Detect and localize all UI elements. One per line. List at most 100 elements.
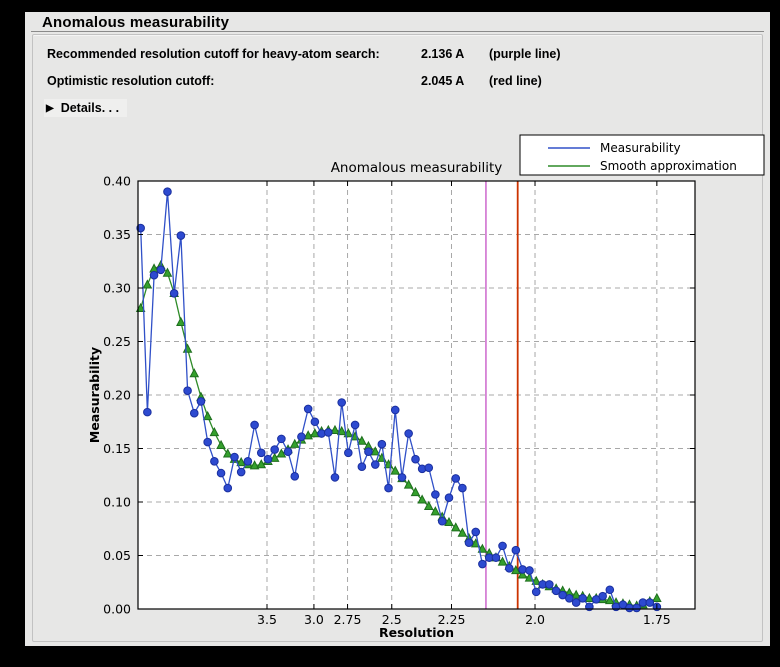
smooth-point (303, 430, 313, 440)
measurability-point (203, 437, 212, 447)
smooth-point (236, 456, 246, 467)
smooth-point (249, 460, 260, 470)
measurability-point (143, 407, 152, 417)
measurability-point (384, 483, 393, 493)
smooth-point (222, 448, 233, 458)
smooth-point (202, 410, 213, 421)
measurability-point (263, 454, 273, 464)
measurability-point (243, 457, 253, 466)
measurability-point (149, 270, 159, 280)
measurability-point (250, 420, 259, 430)
measurability-point (551, 586, 561, 596)
recommended-cutoff-label: Recommended resolution cutoff for heavy-… (47, 47, 380, 61)
smooth-point (357, 435, 367, 445)
measurability-point (183, 386, 192, 396)
measurability-point (390, 405, 400, 415)
measurability-point (437, 516, 447, 526)
measurability-point (176, 231, 186, 240)
measurability-point (196, 397, 206, 406)
measurability-point (545, 580, 554, 589)
measurability-point (464, 538, 474, 547)
measurability-point (565, 594, 574, 603)
smooth-point (652, 592, 662, 602)
measurability-point (216, 468, 226, 478)
y-axis-label: Measurability (87, 347, 102, 443)
measurability-point (605, 585, 615, 595)
smooth-point (189, 368, 200, 378)
measurability-point (498, 541, 507, 551)
optimistic-cutoff-value: 2.045 A (421, 74, 465, 88)
y-tick-label: 0.20 (103, 388, 131, 403)
smooth-point (584, 592, 595, 602)
details-toggle[interactable]: ▶ Details. . . (44, 99, 128, 117)
panel-title: Anomalous measurability (42, 14, 230, 31)
measurability-point (625, 603, 634, 613)
measurability-point (598, 591, 607, 601)
smooth-point (511, 565, 521, 575)
measurability-point (397, 473, 407, 482)
smooth-point (450, 522, 461, 532)
smooth-point (135, 302, 146, 313)
chart-title: Anomalous measurability (331, 160, 503, 176)
y-tick-label: 0.30 (103, 281, 131, 296)
measurability-point (578, 594, 587, 603)
measurability-point (458, 483, 467, 493)
measurability-point (558, 590, 567, 600)
x-tick-label: 2.75 (334, 612, 362, 627)
x-tick-label: 2.5 (382, 612, 402, 627)
measurability-point (478, 559, 487, 569)
measurability-point (571, 598, 581, 607)
measurability-point (344, 448, 353, 458)
y-tick-label: 0.25 (103, 334, 131, 349)
recommended-cutoff-value: 2.136 A (421, 47, 465, 61)
measurability-point (156, 265, 166, 275)
measurability-point (504, 564, 514, 573)
smooth-point (497, 556, 508, 566)
optimistic-cutoff-label: Optimistic resolution cutoff: (47, 74, 215, 88)
measurability-point (270, 445, 279, 454)
measurability-point (471, 527, 481, 537)
y-tick-label: 0.35 (103, 227, 131, 242)
measurability-point (136, 223, 145, 233)
measurability-point (525, 566, 534, 575)
measurability-point (451, 474, 461, 483)
smooth-point (209, 426, 220, 437)
measurability-point (210, 457, 219, 466)
y-tick-label: 0.05 (103, 548, 131, 563)
optimistic-cutoff-note: (red line) (489, 74, 542, 88)
smooth-point (142, 279, 153, 289)
smooth-point (390, 465, 401, 475)
measurability-point (310, 417, 320, 427)
smooth-point (423, 500, 434, 510)
measurability-point (350, 420, 360, 430)
measurability-point (491, 553, 501, 562)
measurability-point (511, 545, 521, 555)
smooth-point (477, 543, 488, 553)
smooth-point (444, 516, 454, 527)
measurability-point (645, 598, 655, 607)
measurability-point (303, 404, 313, 414)
chart-legend (519, 134, 765, 176)
measurability-point (256, 448, 266, 458)
x-tick-label: 3.0 (304, 612, 324, 627)
details-label: Details. . . (60, 101, 120, 115)
measurability-point (632, 603, 641, 613)
measurability-point (163, 187, 172, 196)
legend-entry-label: Smooth approximation (600, 159, 737, 173)
measurability-point (424, 463, 434, 473)
smooth-point (417, 494, 427, 504)
measurability-point (223, 483, 233, 493)
measurability-point (290, 472, 300, 481)
smooth-point (216, 439, 226, 449)
x-tick-label: 3.5 (257, 612, 277, 627)
measurability-point (357, 462, 367, 471)
measurability-point (297, 432, 306, 442)
smooth-point (330, 424, 340, 435)
measurability-point (277, 434, 286, 444)
measurability-point (404, 429, 413, 438)
x-tick-label: 2.0 (525, 612, 545, 627)
smooth-point (430, 506, 441, 516)
measurability-point (230, 452, 239, 462)
